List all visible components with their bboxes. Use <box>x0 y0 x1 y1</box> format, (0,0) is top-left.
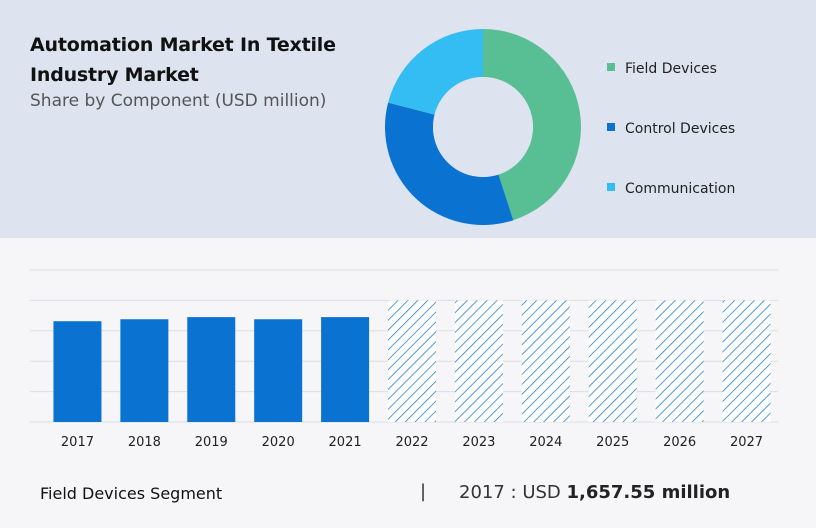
x-tick-label: 2017 <box>61 435 94 450</box>
bar-2019 <box>187 317 236 422</box>
donut-slice-field-devices <box>483 29 581 221</box>
legend-label: Communication <box>625 181 736 197</box>
x-tick-label: 2025 <box>596 435 629 450</box>
bar-2024 <box>521 300 570 422</box>
footer-separator: | <box>420 481 427 502</box>
x-tick-label: 2022 <box>395 435 428 450</box>
bar-2025 <box>588 300 637 422</box>
x-tick-label: 2019 <box>195 435 228 450</box>
x-tick-label: 2023 <box>462 435 495 450</box>
bar-2018 <box>120 319 169 422</box>
donut-hole <box>433 77 533 177</box>
x-tick-label: 2024 <box>529 435 562 450</box>
bar-2022 <box>388 300 436 422</box>
donut-slice-control-devices <box>385 102 514 225</box>
bar-2023 <box>454 300 503 422</box>
x-tick-label: 2026 <box>663 435 696 450</box>
x-tick-label: 2021 <box>329 435 362 450</box>
footer-segment-label: Field Devices Segment <box>40 484 223 503</box>
donut-chart <box>385 29 581 225</box>
bar-2017 <box>53 321 102 422</box>
footer-value: 2017 : USD 1,657.55 million <box>459 482 730 503</box>
x-tick-label: 2018 <box>128 435 161 450</box>
legend-label: Control Devices <box>625 121 736 137</box>
legend-label: Field Devices <box>625 61 717 77</box>
x-tick-label: 2020 <box>262 435 295 450</box>
chart-subtitle: Share by Component (USD million) <box>30 91 327 111</box>
footer-year-prefix: 2017 : USD <box>459 482 567 503</box>
chart-title: Automation Market In Textile Industry Ma… <box>30 34 336 86</box>
legend-swatch-communication <box>607 183 615 191</box>
legend-swatch-control-devices <box>607 123 615 131</box>
bar-2026 <box>655 300 704 422</box>
bar-2027 <box>722 300 771 422</box>
bar-2021 <box>321 317 370 422</box>
x-tick-label: 2027 <box>730 435 763 450</box>
bar-chart: 2017 2018 2019 2020 2021 2022 2023 2024 2025 2026… <box>30 269 778 450</box>
donut-slice-communication <box>388 29 483 115</box>
footer-value-amount: 1,657.55 million <box>566 482 731 503</box>
legend-swatch-field-devices <box>607 63 615 71</box>
bar-2020 <box>254 319 303 422</box>
